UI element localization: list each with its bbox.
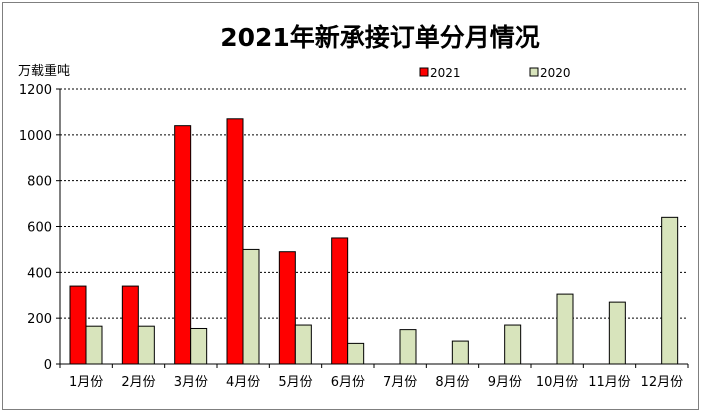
bar-2021-3 xyxy=(174,125,192,365)
bar-2020-2 xyxy=(137,325,155,365)
bar-2020-10 xyxy=(556,293,574,365)
bar-2021-5 xyxy=(278,251,296,365)
x-tick-label-10: 10月份 xyxy=(536,375,579,390)
bar-2020-3 xyxy=(190,327,208,365)
y-tick-label-400: 400 xyxy=(27,266,52,281)
x-tick-labels: 1月份 2月份 3月份 4月份 5月份 6月份 7月份 8月份 9月份 10月份 11月份 12月份 xyxy=(59,364,689,390)
bar-2021-6 xyxy=(331,237,349,365)
chart-frame xyxy=(2,2,699,410)
bar-2020-7 xyxy=(399,329,417,365)
y-tick-label-0: 0 xyxy=(44,358,52,373)
bar-2020-9 xyxy=(504,324,522,365)
x-tick-label-7: 7月份 xyxy=(383,375,417,390)
x-tick-label-11: 11月份 xyxy=(588,375,631,390)
x-tick-label-3: 3月份 xyxy=(174,375,208,390)
bar-2020-11 xyxy=(608,301,626,365)
legend-swatch-2021 xyxy=(419,67,429,77)
y-axis-unit-label: 万载重吨 xyxy=(18,63,70,79)
x-tick-label-1: 1月份 xyxy=(69,375,103,390)
legend-label-2021: 2021 xyxy=(430,66,461,80)
legend-swatch-2020 xyxy=(529,67,539,77)
x-tick-label-9: 9月份 xyxy=(488,375,522,390)
y-tick-labels: 0 200 400 600 800 1000 1200 xyxy=(19,83,60,373)
bar-2020-6 xyxy=(347,342,365,365)
x-tick-label-4: 4月份 xyxy=(226,375,260,390)
chart-title: 2021年新承接订单分月情况 xyxy=(220,23,540,52)
y-tick-label-600: 600 xyxy=(27,221,52,236)
legend: 2021 2020 xyxy=(419,66,571,80)
y-tick-label-1200: 1200 xyxy=(19,83,52,98)
x-tick-label-2: 2月份 xyxy=(121,375,155,390)
y-tick-label-1000: 1000 xyxy=(19,129,52,144)
x-tick-label-5: 5月份 xyxy=(278,375,312,390)
y-tick-label-200: 200 xyxy=(27,312,52,327)
bar-2020-1 xyxy=(85,325,103,365)
legend-label-2020: 2020 xyxy=(540,66,571,80)
bar-2020-4 xyxy=(242,248,260,365)
bars xyxy=(69,118,679,365)
bar-2021-4 xyxy=(226,118,244,365)
x-tick-label-12: 12月份 xyxy=(641,375,684,390)
bar-2020-8 xyxy=(451,340,469,365)
x-tick-label-8: 8月份 xyxy=(435,375,469,390)
x-tick-label-6: 6月份 xyxy=(331,375,365,390)
bar-2020-5 xyxy=(294,324,312,365)
bar-2020-12 xyxy=(661,216,679,365)
bar-2021-1 xyxy=(69,285,87,365)
gridlines xyxy=(60,88,688,319)
y-tick-label-800: 800 xyxy=(27,175,52,190)
bar-2021-2 xyxy=(121,285,139,365)
